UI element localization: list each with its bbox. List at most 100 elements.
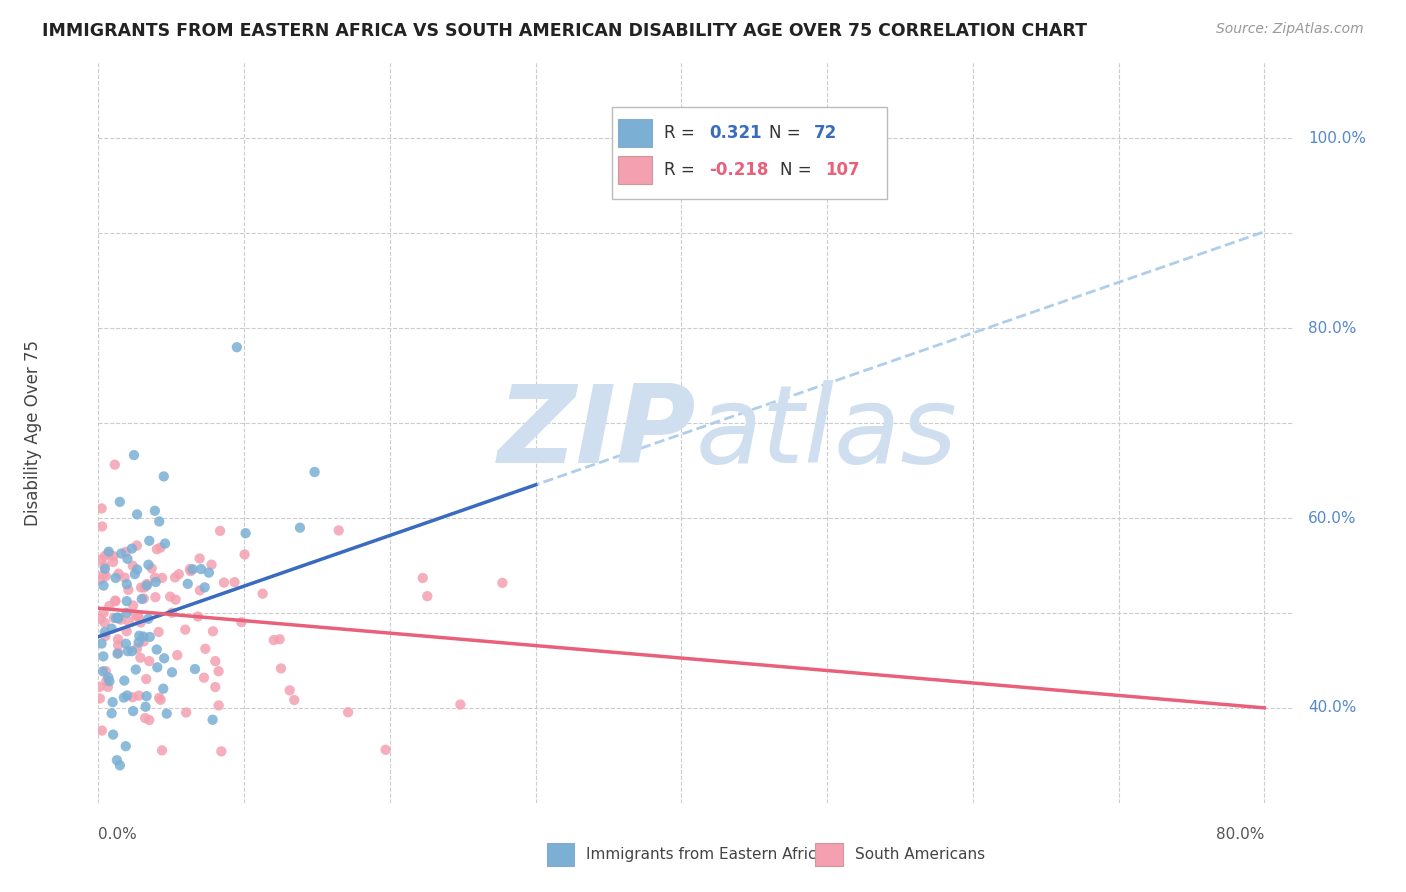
Point: [263, 633, 285, 648]
Point: [89, 572, 111, 586]
Point: [115, 637, 138, 651]
Point: [125, 539, 148, 553]
Point: [180, 564, 202, 578]
Point: [145, 575, 167, 590]
Point: [121, 541, 143, 556]
Point: [143, 571, 166, 585]
Point: [132, 591, 155, 606]
Point: [139, 630, 162, 644]
Point: [90, 612, 112, 626]
Point: [93, 649, 115, 664]
Text: 0.0%: 0.0%: [98, 827, 138, 841]
Point: [165, 570, 187, 584]
Point: [209, 744, 232, 758]
Point: [208, 698, 231, 713]
Point: [270, 661, 292, 675]
Point: [174, 706, 197, 720]
Point: [125, 641, 148, 656]
Point: [91, 665, 114, 679]
Point: [107, 566, 129, 581]
Point: [107, 632, 129, 647]
Point: [288, 521, 311, 535]
Point: [121, 644, 143, 658]
Point: [115, 624, 138, 639]
Point: [149, 693, 172, 707]
Point: [97, 547, 120, 561]
Point: [209, 524, 232, 538]
Point: [107, 647, 129, 661]
Point: [181, 562, 204, 576]
Point: [135, 578, 157, 592]
Point: [148, 690, 170, 705]
Point: [190, 562, 212, 576]
Point: [108, 495, 131, 509]
Text: N =: N =: [780, 161, 817, 178]
Text: South Americans: South Americans: [855, 847, 986, 863]
Point: [200, 558, 222, 572]
Point: [94, 562, 117, 576]
Point: [125, 663, 148, 677]
Point: [93, 625, 115, 640]
Point: [93, 615, 115, 630]
Point: [201, 713, 224, 727]
Point: [107, 646, 129, 660]
Text: 40.0%: 40.0%: [1308, 700, 1357, 715]
Point: [103, 611, 125, 625]
Point: [100, 622, 122, 636]
Point: [101, 695, 124, 709]
Point: [105, 753, 128, 767]
Point: [114, 739, 136, 754]
Point: [128, 635, 150, 649]
Point: [108, 758, 131, 772]
Point: [212, 575, 235, 590]
Bar: [613, 107, 887, 200]
Point: [103, 549, 125, 563]
Text: Disability Age Over 75: Disability Age Over 75: [24, 340, 42, 525]
Point: [135, 577, 157, 591]
Point: [122, 704, 145, 718]
Point: [152, 681, 174, 696]
Point: [93, 578, 115, 592]
Point: [134, 711, 156, 725]
Point: [107, 611, 129, 625]
Point: [117, 551, 139, 566]
Point: [129, 581, 152, 595]
Point: [129, 650, 152, 665]
Point: [127, 508, 149, 522]
Point: [156, 706, 179, 721]
Point: [135, 689, 157, 703]
Text: Source: ZipAtlas.com: Source: ZipAtlas.com: [1216, 22, 1364, 37]
Point: [167, 567, 190, 582]
Point: [187, 609, 209, 624]
Point: [136, 612, 159, 626]
Point: [98, 674, 121, 689]
Point: [104, 593, 127, 607]
Point: [177, 576, 200, 591]
Point: [134, 581, 156, 595]
Point: [138, 533, 160, 548]
Point: [153, 536, 176, 550]
Point: [128, 629, 150, 643]
Point: [97, 544, 120, 558]
Point: [104, 458, 127, 472]
Point: [112, 690, 135, 705]
Point: [148, 515, 170, 529]
Text: 80.0%: 80.0%: [1308, 321, 1357, 335]
Point: [150, 743, 173, 757]
Point: [184, 662, 207, 676]
Point: [94, 569, 117, 583]
Point: [115, 689, 138, 703]
Point: [150, 571, 173, 585]
Point: [160, 665, 183, 680]
Point: [283, 693, 305, 707]
Point: [98, 599, 121, 613]
Point: [449, 698, 471, 712]
Point: [204, 680, 226, 694]
Point: [107, 610, 129, 624]
Point: [146, 660, 169, 674]
Point: [101, 728, 124, 742]
Bar: [815, 843, 844, 866]
Point: [194, 580, 217, 594]
Point: [128, 610, 150, 624]
Point: [127, 562, 149, 576]
